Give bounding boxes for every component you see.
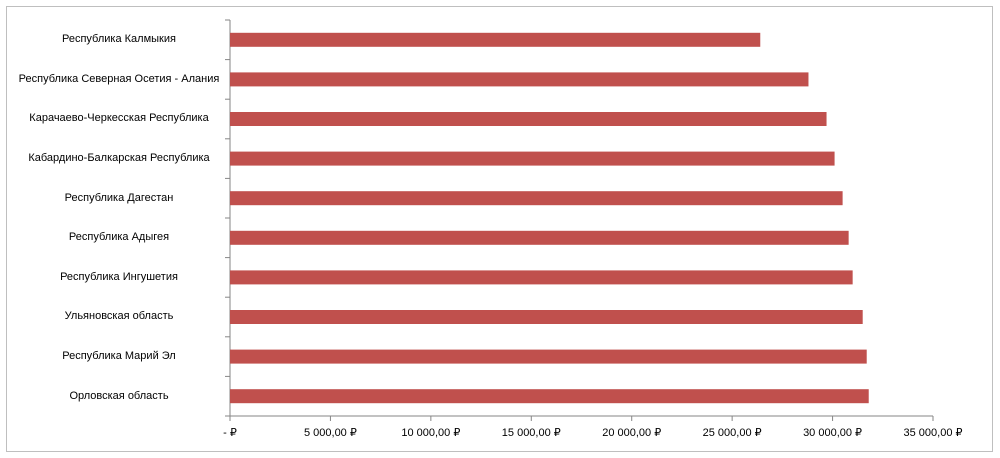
x-tick-label: 35 000,00 ₽ <box>904 427 963 439</box>
x-tick-label: 25 000,00 ₽ <box>703 427 762 439</box>
bar <box>230 230 849 245</box>
y-tick-label-box: Карачаево-Черкесская Республика <box>29 112 209 125</box>
bar <box>230 112 827 126</box>
bar <box>230 72 809 87</box>
x-tick-label: 5 000,00 ₽ <box>304 427 357 439</box>
y-tick-label-box: Республика Марий Эл <box>62 350 176 363</box>
x-tick-label: 10 000,00 ₽ <box>401 427 460 439</box>
y-tick-label: Республика Марий Эл <box>62 350 176 363</box>
y-tick-label-box: Республика Дагестан <box>64 191 174 204</box>
bar <box>230 191 843 206</box>
y-tick-label-box: Республика Ингушетия <box>60 270 178 283</box>
y-tick-label-box: Орловская область <box>69 389 169 402</box>
y-tick-label: Карачаево-Черкесская Республика <box>29 112 209 125</box>
bar <box>230 32 761 47</box>
y-tick-label: Республика Северная Осетия - Алания <box>18 72 220 85</box>
y-tick-label-box: Республика Северная Осетия - Алания <box>18 72 220 85</box>
x-tick-label: - ₽ <box>223 427 237 439</box>
x-tick-label: 30 000,00 ₽ <box>803 427 862 439</box>
bar <box>230 310 863 324</box>
bar <box>230 389 869 404</box>
x-tick-label: 15 000,00 ₽ <box>502 427 561 439</box>
y-tick-label-box: Республика Адыгея <box>68 231 170 244</box>
bar <box>230 151 835 166</box>
y-tick-label: Республика Дагестан <box>64 191 174 204</box>
x-tick-label: 20 000,00 ₽ <box>602 427 661 439</box>
y-tick-label: Республика Калмыкия <box>62 33 176 46</box>
y-tick-label: Орловская область <box>69 389 169 402</box>
y-tick-label-box: Кабардино-Балкарская Республика <box>28 152 210 165</box>
bar <box>230 270 853 285</box>
bar <box>230 349 867 364</box>
y-tick-label: Республика Адыгея <box>68 231 170 244</box>
y-tick-label: Ульяновская область <box>64 310 174 323</box>
y-tick-label: Республика Ингушетия <box>60 270 178 283</box>
y-tick-label: Кабардино-Балкарская Республика <box>28 152 210 165</box>
y-tick-label-box: Ульяновская область <box>64 310 174 323</box>
y-tick-label-box: Республика Калмыкия <box>62 33 176 46</box>
